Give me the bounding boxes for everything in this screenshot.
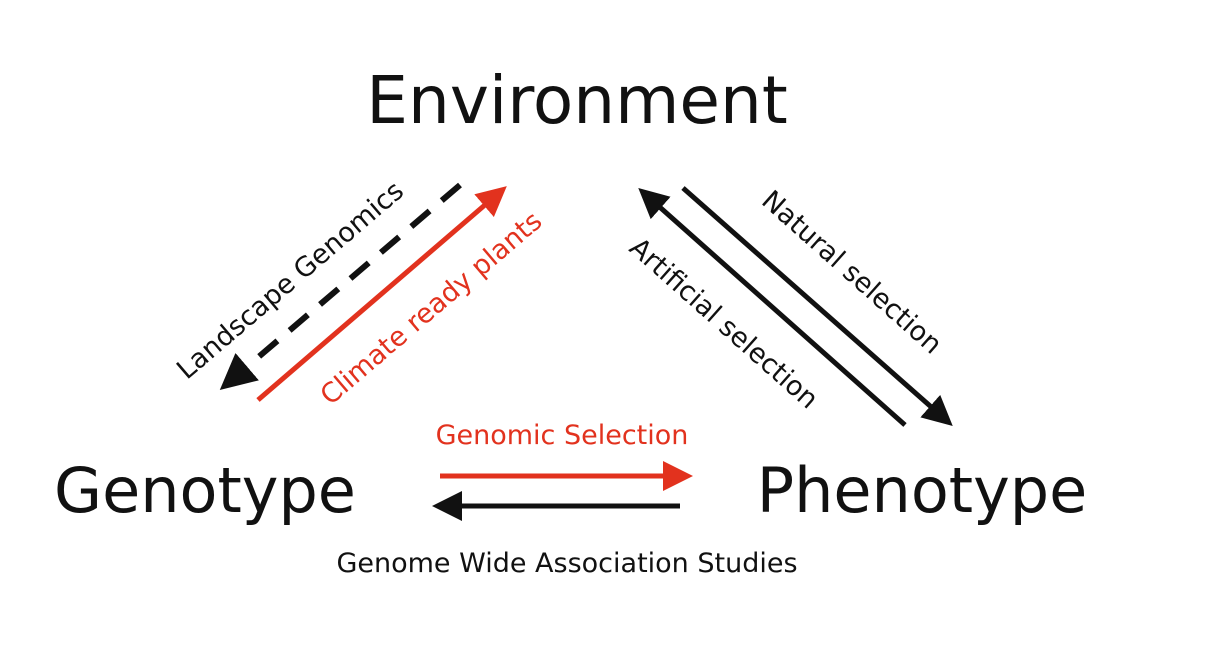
node-environment: Environment	[366, 62, 787, 139]
climate-ready-plants-arrow	[256, 186, 507, 402]
artificial-selection-arrow	[638, 188, 907, 427]
landscape-genomics-arrow	[219, 182, 462, 391]
genomic-selection-label: Genomic Selection	[436, 420, 689, 451]
natural-selection-arrow	[681, 186, 953, 426]
node-genotype: Genotype	[54, 454, 356, 527]
gwas-label: Genome Wide Association Studies	[336, 548, 797, 579]
node-phenotype: Phenotype	[757, 454, 1088, 527]
